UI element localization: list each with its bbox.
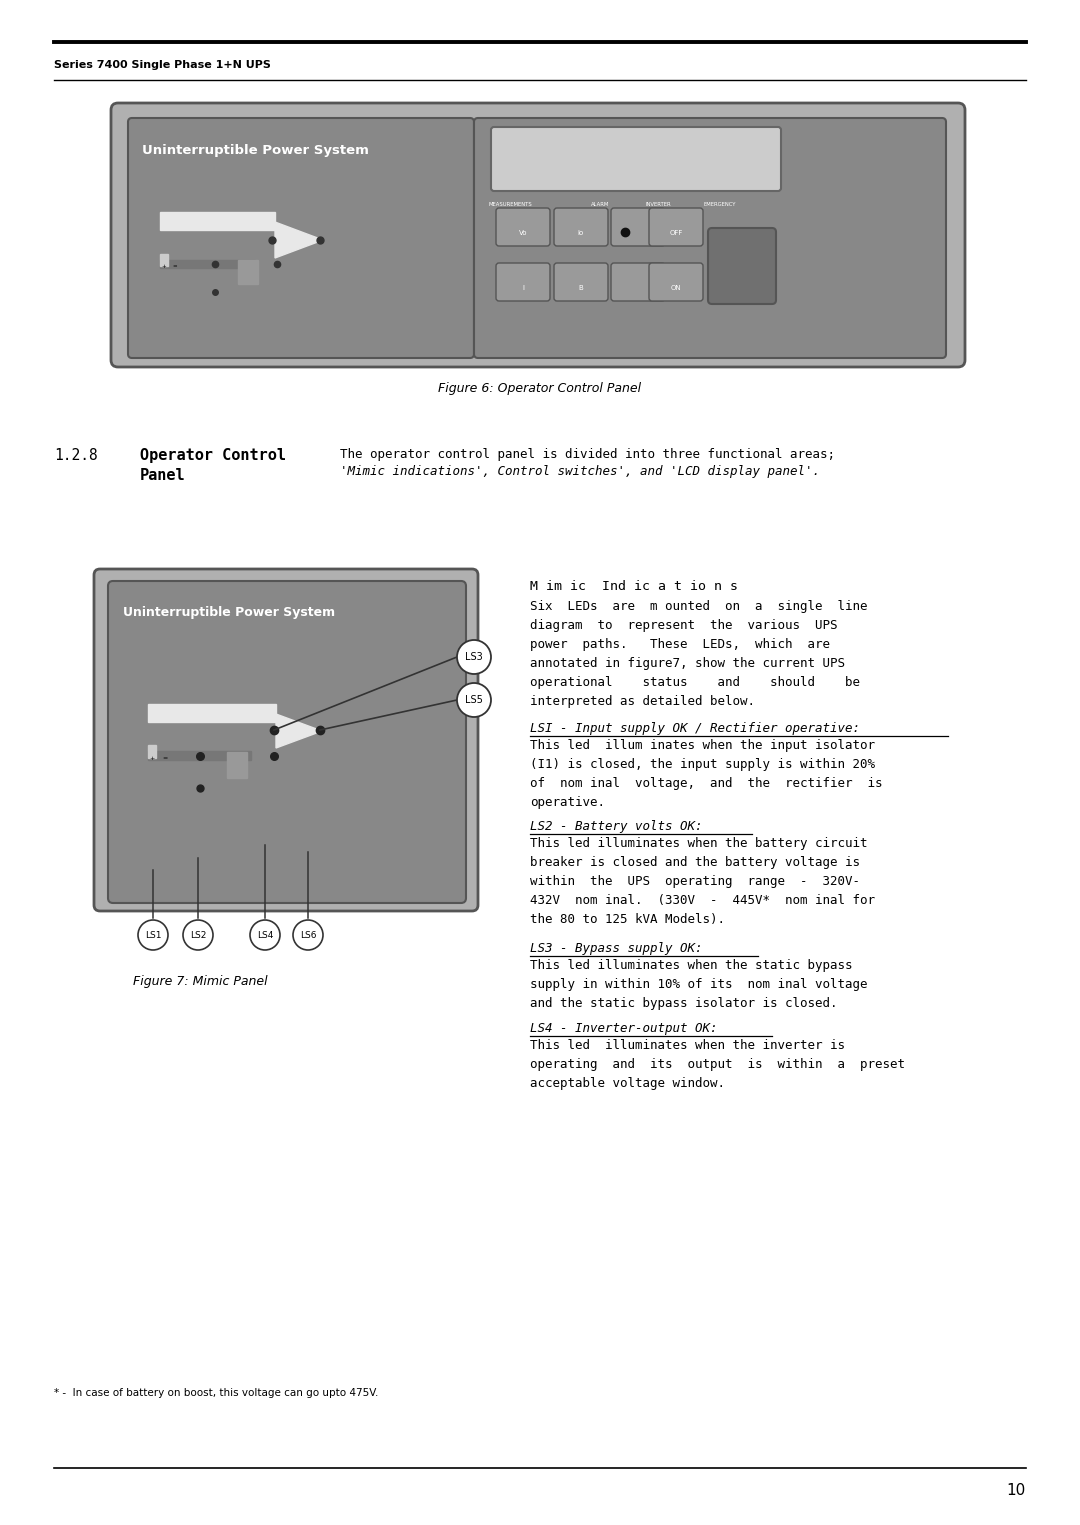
Text: Panel: Panel bbox=[140, 468, 186, 483]
Text: This led  illum inates when the input isolator
(I1) is closed, the input supply : This led illum inates when the input iso… bbox=[530, 740, 882, 808]
Text: LS4: LS4 bbox=[257, 930, 273, 939]
Bar bbox=[160, 255, 168, 265]
Text: LS1: LS1 bbox=[145, 930, 161, 939]
FancyBboxPatch shape bbox=[474, 117, 946, 358]
Text: M im ic  Ind ic a t io n s: M im ic Ind ic a t io n s bbox=[530, 580, 738, 593]
Text: ALARM: ALARM bbox=[591, 201, 609, 207]
Text: This led illuminates when the static bypass
supply in within 10% of its  nom ina: This led illuminates when the static byp… bbox=[530, 959, 867, 1010]
FancyBboxPatch shape bbox=[649, 262, 703, 300]
Text: =: = bbox=[162, 756, 167, 761]
Circle shape bbox=[457, 640, 491, 674]
FancyBboxPatch shape bbox=[129, 117, 474, 358]
Text: +: + bbox=[149, 756, 154, 761]
Circle shape bbox=[249, 920, 280, 950]
Text: Uninterruptible Power System: Uninterruptible Power System bbox=[123, 605, 335, 619]
Bar bbox=[148, 750, 251, 759]
FancyBboxPatch shape bbox=[94, 569, 478, 910]
Text: This led illuminates when the battery circuit
breaker is closed and the battery : This led illuminates when the battery ci… bbox=[530, 837, 875, 926]
FancyBboxPatch shape bbox=[611, 207, 665, 246]
Text: LS2: LS2 bbox=[190, 930, 206, 939]
Text: 'Mimic indications', Control switches', and 'LCD display panel'.: 'Mimic indications', Control switches', … bbox=[340, 465, 820, 477]
Text: =: = bbox=[172, 264, 177, 268]
Text: Io: Io bbox=[578, 230, 584, 236]
Text: This led  illuminates when the inverter is
operating  and  its  output  is  with: This led illuminates when the inverter i… bbox=[530, 1039, 905, 1090]
Text: LS3 - Bypass supply OK:: LS3 - Bypass supply OK: bbox=[530, 942, 702, 955]
FancyBboxPatch shape bbox=[496, 207, 550, 246]
FancyBboxPatch shape bbox=[649, 207, 703, 246]
Text: Operator Control: Operator Control bbox=[140, 448, 286, 464]
FancyBboxPatch shape bbox=[491, 127, 781, 191]
Text: ON: ON bbox=[671, 285, 681, 291]
Text: Series 7400 Single Phase 1+N UPS: Series 7400 Single Phase 1+N UPS bbox=[54, 59, 271, 70]
Text: LS6: LS6 bbox=[300, 930, 316, 939]
Text: 1.2.8: 1.2.8 bbox=[54, 448, 98, 464]
Text: Figure 7: Mimic Panel: Figure 7: Mimic Panel bbox=[133, 974, 268, 988]
Polygon shape bbox=[276, 714, 322, 747]
Bar bbox=[227, 752, 247, 778]
Text: Uninterruptible Power System: Uninterruptible Power System bbox=[141, 143, 369, 157]
Bar bbox=[160, 212, 275, 230]
FancyBboxPatch shape bbox=[708, 229, 777, 303]
Text: B: B bbox=[579, 285, 583, 291]
Bar bbox=[148, 705, 276, 721]
FancyBboxPatch shape bbox=[111, 104, 966, 368]
Bar bbox=[160, 259, 255, 268]
Text: LS5: LS5 bbox=[465, 695, 483, 705]
Bar bbox=[148, 746, 156, 758]
Circle shape bbox=[138, 920, 168, 950]
FancyBboxPatch shape bbox=[611, 262, 665, 300]
Text: LS2 - Battery volts OK:: LS2 - Battery volts OK: bbox=[530, 820, 702, 833]
Text: LS4 - Inverter-output OK:: LS4 - Inverter-output OK: bbox=[530, 1022, 717, 1035]
FancyBboxPatch shape bbox=[496, 262, 550, 300]
Text: Vo: Vo bbox=[518, 230, 527, 236]
Text: * -  In case of battery on boost, this voltage can go upto 475V.: * - In case of battery on boost, this vo… bbox=[54, 1388, 378, 1398]
Circle shape bbox=[293, 920, 323, 950]
Polygon shape bbox=[275, 223, 323, 258]
FancyBboxPatch shape bbox=[108, 581, 465, 903]
Text: I: I bbox=[522, 285, 524, 291]
Text: EMERGENCY: EMERGENCY bbox=[704, 201, 737, 207]
Text: INVERTER: INVERTER bbox=[645, 201, 671, 207]
Text: MEASUREMENTS: MEASUREMENTS bbox=[488, 201, 531, 207]
FancyBboxPatch shape bbox=[554, 262, 608, 300]
Text: 10: 10 bbox=[1007, 1482, 1026, 1498]
Circle shape bbox=[183, 920, 213, 950]
Circle shape bbox=[457, 683, 491, 717]
Text: OFF: OFF bbox=[670, 230, 683, 236]
Text: LS3: LS3 bbox=[465, 653, 483, 662]
FancyBboxPatch shape bbox=[554, 207, 608, 246]
Bar bbox=[238, 259, 258, 284]
Text: +: + bbox=[161, 264, 165, 268]
Text: Figure 6: Operator Control Panel: Figure 6: Operator Control Panel bbox=[438, 381, 642, 395]
Text: LSI - Input supply OK / Rectifier operative:: LSI - Input supply OK / Rectifier operat… bbox=[530, 721, 860, 735]
Text: Six  LEDs  are  m ounted  on  a  single  line
diagram  to  represent  the  vario: Six LEDs are m ounted on a single line d… bbox=[530, 599, 867, 708]
Text: The operator control panel is divided into three functional areas;: The operator control panel is divided in… bbox=[340, 448, 835, 461]
